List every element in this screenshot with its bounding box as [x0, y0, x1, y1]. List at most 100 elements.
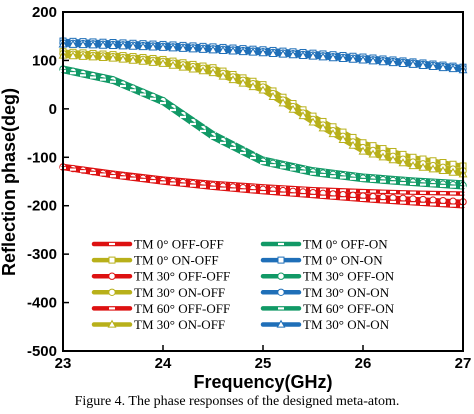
data-point	[188, 64, 198, 73]
data-point	[308, 117, 318, 126]
data-point	[228, 46, 238, 55]
data-point	[398, 59, 408, 68]
legend-item: TM 30° ON-ON	[260, 285, 390, 300]
data-point	[178, 43, 188, 52]
data-point	[128, 41, 138, 50]
data-point	[358, 146, 368, 155]
legend-item: TM 30° ON-OFF	[91, 285, 225, 300]
data-point	[348, 140, 358, 149]
data-point	[148, 57, 158, 66]
data-point	[378, 152, 388, 161]
data-point	[348, 54, 358, 63]
data-point	[258, 48, 268, 57]
data-point	[238, 78, 248, 87]
legend-swatch-marker	[108, 288, 116, 296]
plot-area	[58, 37, 468, 209]
y-tick-label: -500	[27, 343, 57, 360]
data-point	[428, 164, 438, 173]
data-point	[318, 123, 328, 132]
data-point	[158, 43, 168, 51]
x-axis-title: Frequency(GHz)	[193, 372, 332, 392]
data-point	[378, 57, 388, 66]
data-point	[288, 50, 298, 59]
data-point	[208, 45, 218, 54]
legend-item: TM 0° ON-ON	[260, 253, 383, 268]
data-point	[428, 62, 438, 71]
data-point	[278, 98, 288, 107]
y-tick-label: 100	[32, 52, 57, 69]
legend-swatch-marker	[277, 272, 285, 280]
data-point	[298, 111, 308, 120]
y-tick-label: -300	[27, 246, 57, 263]
data-point	[188, 44, 198, 53]
data-point	[88, 40, 98, 49]
data-point	[388, 58, 398, 67]
legend-swatch-marker	[108, 256, 116, 264]
legend-item: TM 0° OFF-ON	[260, 237, 388, 252]
data-point	[268, 49, 278, 57]
series-group	[58, 39, 468, 74]
y-axis-title: Reflection phase(deg)	[0, 88, 19, 276]
data-point	[68, 51, 78, 60]
legend-label: TM 30° OFF-ON	[303, 269, 395, 284]
x-tick-label: 23	[55, 355, 72, 372]
data-point	[178, 62, 188, 71]
data-point	[298, 51, 308, 59]
series-group	[58, 50, 468, 178]
data-point	[308, 51, 318, 60]
axis-ticks: 23 24 25 26 27 200 100 0 -100 -200 -300 -400 -500	[27, 4, 471, 372]
legend-label: TM 0° ON-ON	[303, 253, 383, 268]
data-point	[218, 46, 228, 54]
legend-item: TM 30° ON-OFF	[91, 317, 225, 332]
data-point	[398, 158, 408, 167]
data-point	[128, 55, 138, 64]
data-point	[148, 42, 158, 51]
data-point	[448, 167, 458, 176]
legend-label: TM 30° OFF-OFF	[134, 269, 230, 284]
x-tick-label: 24	[155, 355, 172, 372]
legend-swatch-marker	[276, 319, 286, 328]
x-tick-label: 26	[355, 355, 372, 372]
legend-item: TM 60° OFF-ON	[260, 301, 395, 316]
figure-caption: Figure 4. The phase responses of the des…	[74, 394, 400, 409]
legend-swatch-marker	[277, 288, 285, 296]
data-point	[358, 55, 368, 64]
data-point	[218, 71, 228, 80]
data-point	[138, 42, 148, 51]
data-point	[288, 104, 298, 113]
legend-item: TM 30° OFF-ON	[260, 269, 395, 284]
data-point	[98, 53, 108, 62]
data-point	[88, 52, 98, 61]
data-point	[438, 166, 448, 175]
reflection-phase-chart: 23 24 25 26 27 200 100 0 -100 -200 -300 -400 -500 Fr…	[0, 4, 471, 392]
data-point	[328, 53, 338, 62]
data-point	[338, 54, 348, 62]
data-point	[68, 39, 78, 48]
legend-item: TM 30° ON-ON	[260, 317, 390, 332]
data-point	[328, 129, 338, 138]
legend-label: TM 30° ON-ON	[303, 317, 390, 332]
data-point	[418, 61, 428, 69]
data-point	[278, 49, 288, 58]
legend-swatch-marker	[277, 256, 285, 264]
legend-item: TM 0° ON-OFF	[91, 253, 219, 268]
x-tick-label: 25	[255, 355, 272, 372]
legend-item: TM 0° OFF-OFF	[91, 237, 224, 252]
data-point	[368, 56, 378, 65]
data-point	[98, 40, 108, 49]
data-point	[138, 56, 148, 65]
data-point	[118, 41, 128, 50]
legend-label: TM 0° ON-OFF	[134, 253, 219, 268]
data-point	[408, 59, 418, 68]
data-point	[158, 58, 168, 67]
legend-label: TM 60° OFF-OFF	[134, 301, 230, 316]
data-point	[408, 161, 418, 170]
legend-item: TM 30° OFF-OFF	[91, 269, 230, 284]
data-point	[388, 155, 398, 164]
legend-label: TM 0° OFF-ON	[303, 237, 388, 252]
legend-label: TM 30° ON-OFF	[134, 317, 225, 332]
data-point	[198, 66, 208, 75]
legend-label: TM 0° OFF-OFF	[134, 237, 224, 252]
y-tick-label: -400	[27, 295, 57, 312]
